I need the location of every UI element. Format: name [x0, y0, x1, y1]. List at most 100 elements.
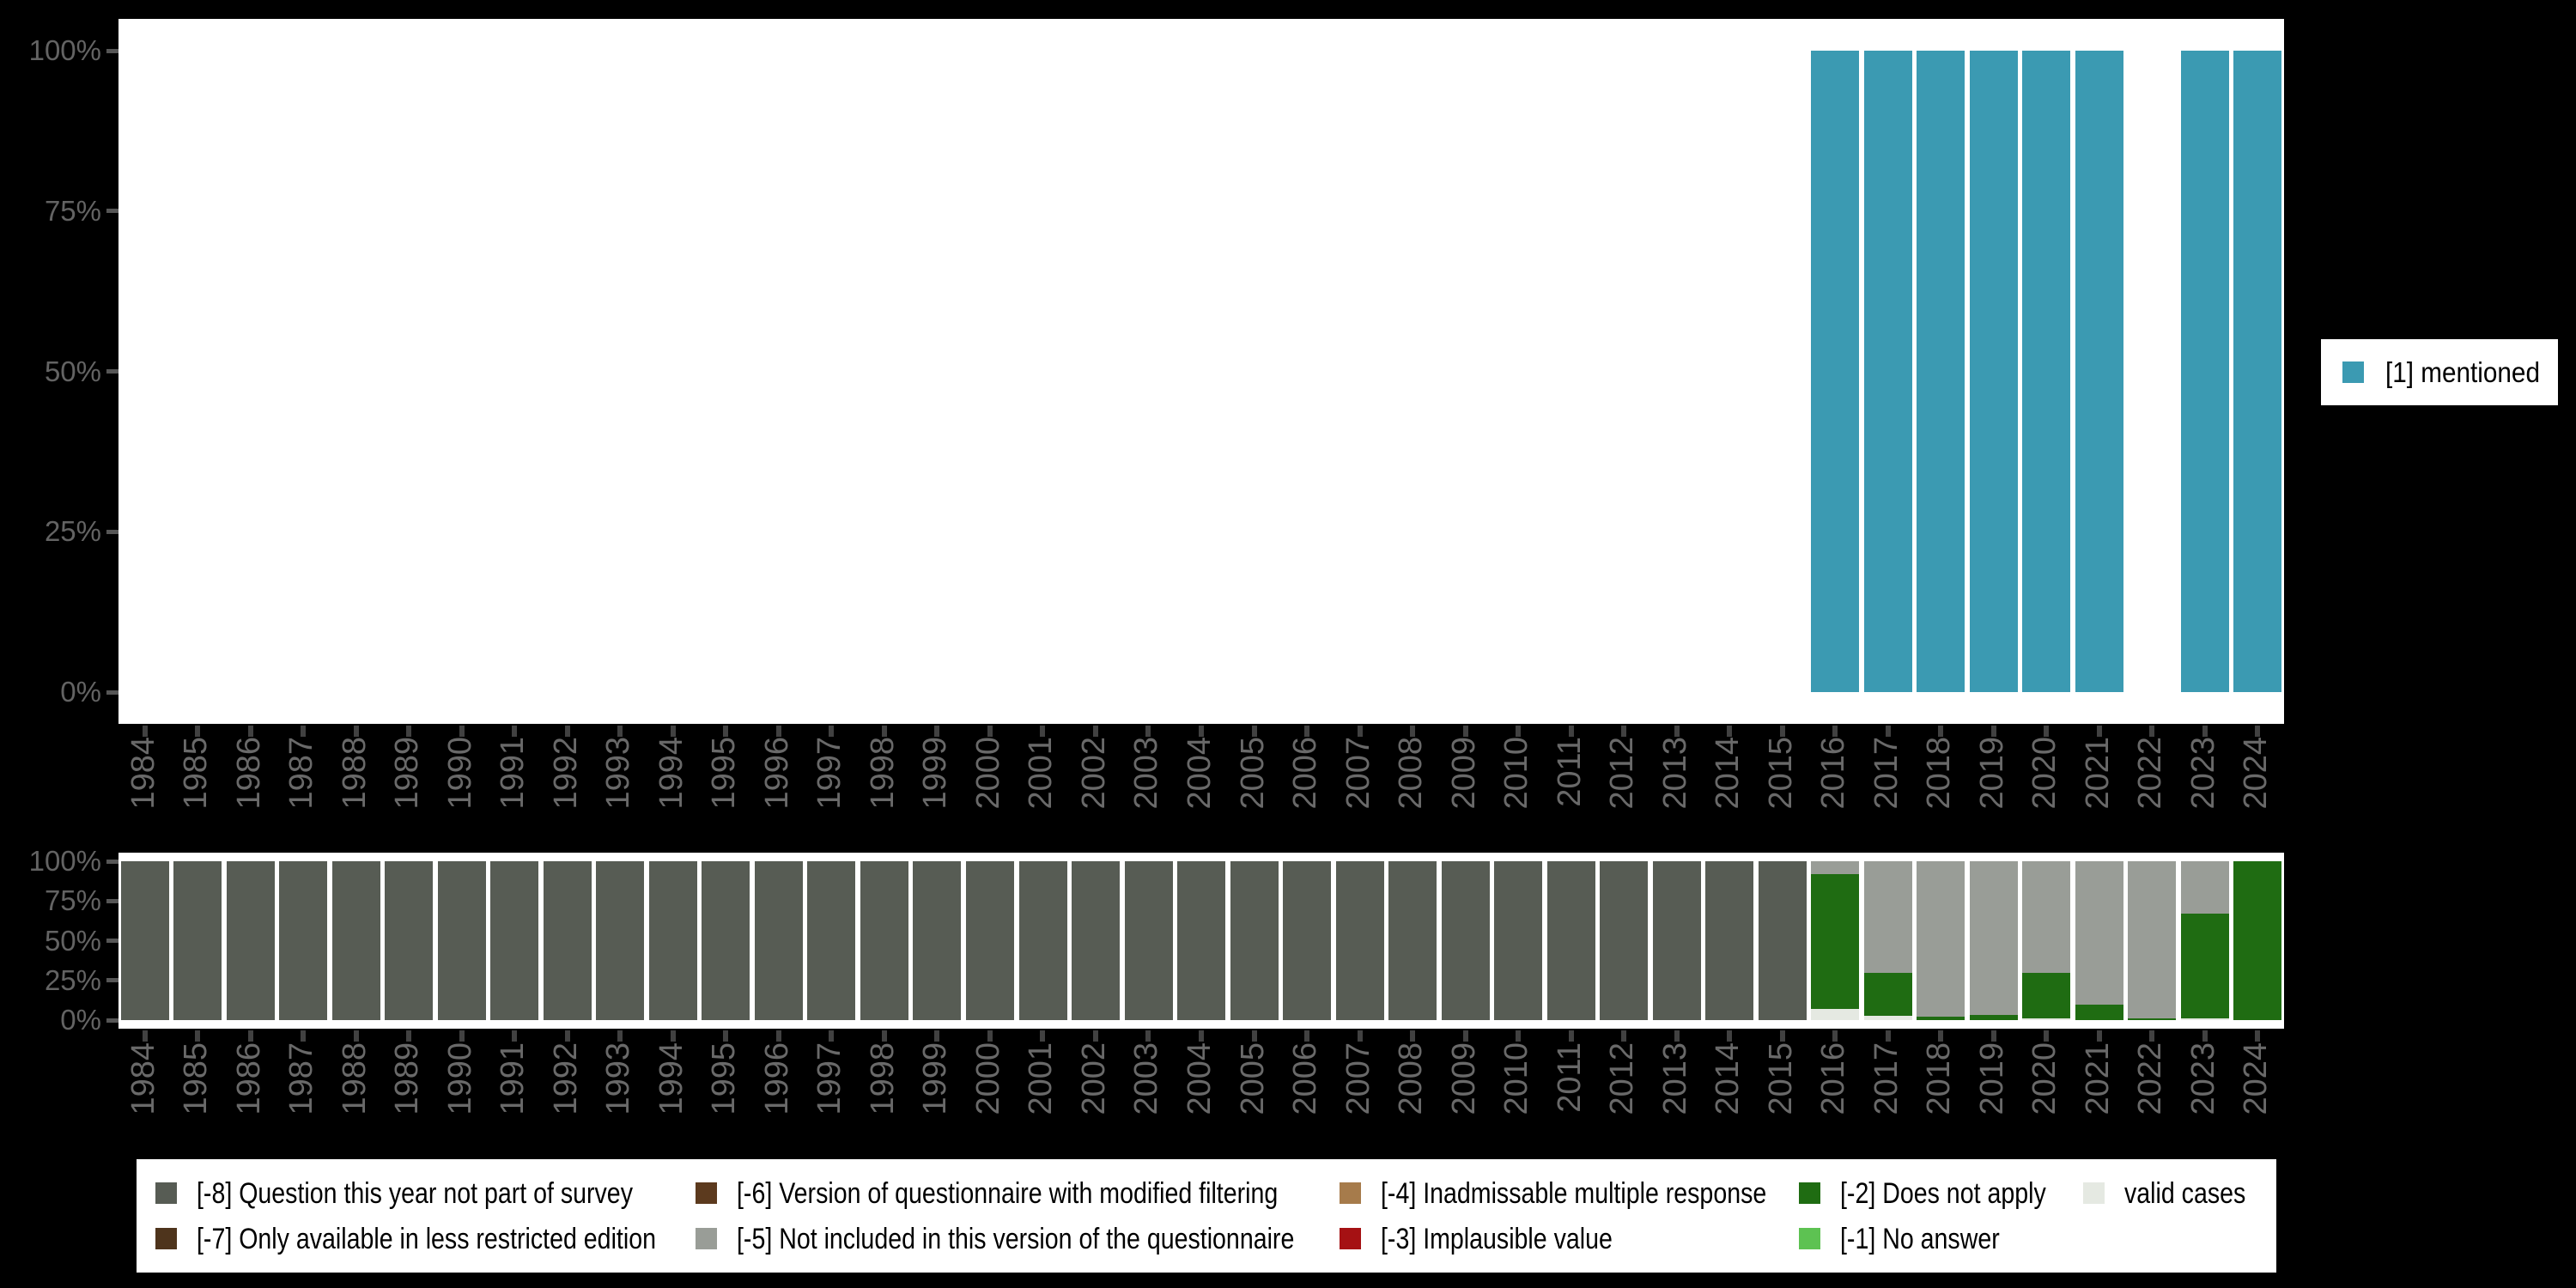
x-axis-tick-mark: [195, 726, 201, 737]
x-axis-year-label: 2005: [1234, 737, 1271, 810]
y-axis-tick-mark: [106, 369, 118, 374]
bar-segment: [1969, 1015, 2018, 1020]
bar-segment: [913, 861, 962, 1020]
legend-swatch: [1799, 1228, 1820, 1249]
bar-segment: [1863, 972, 1912, 1016]
y-axis-tick-mark: [106, 209, 118, 214]
x-axis-tick-mark: [2149, 726, 2155, 737]
x-axis-year-label: 1999: [917, 1042, 954, 1115]
x-axis-year-label: 2012: [1604, 1042, 1641, 1115]
x-axis-year-label: 2006: [1287, 1042, 1324, 1115]
bar-segment: [648, 861, 697, 1020]
x-axis-year-label: 2023: [2184, 1042, 2221, 1115]
x-axis-year-label: 2016: [1815, 737, 1852, 810]
x-axis-tick-mark: [1727, 1030, 1733, 1042]
legend-swatch: [696, 1182, 717, 1204]
x-axis-tick-mark: [459, 1030, 465, 1042]
x-axis-year-label: 2001: [1023, 1042, 1060, 1115]
x-axis-tick-mark: [353, 1030, 359, 1042]
bar-segment: [1863, 1015, 1912, 1020]
x-axis-tick-mark: [564, 726, 570, 737]
x-axis-tick-mark: [987, 726, 993, 737]
x-axis-tick-mark: [1568, 726, 1574, 737]
bar-segment: [385, 861, 434, 1020]
x-axis-year-label: 2008: [1393, 1042, 1430, 1115]
x-axis-year-label: 1986: [230, 1042, 267, 1115]
y-axis-tick-label: 25%: [44, 515, 101, 548]
bar-segment: [1969, 51, 2018, 692]
legend-swatch: [155, 1228, 177, 1249]
x-axis-tick-mark: [1832, 1030, 1838, 1042]
x-axis-tick-mark: [1462, 726, 1468, 737]
x-axis-tick-mark: [987, 1030, 993, 1042]
x-axis-year-label: 2000: [969, 737, 1006, 810]
legend-swatch: [2083, 1182, 2105, 1204]
x-axis-tick-mark: [1779, 1030, 1785, 1042]
x-axis-tick-mark: [1621, 1030, 1627, 1042]
x-axis-tick-mark: [829, 726, 835, 737]
x-axis-tick-mark: [1357, 1030, 1363, 1042]
bar-segment: [1652, 861, 1701, 1020]
bar-segment: [2128, 861, 2177, 1019]
x-axis-tick-mark: [1251, 726, 1257, 737]
x-axis-year-label: 2024: [2238, 1042, 2275, 1115]
x-axis-tick-mark: [1145, 1030, 1151, 1042]
x-axis-year-label: 1987: [283, 1042, 320, 1115]
x-axis-year-label: 2024: [2238, 737, 2275, 810]
x-axis-year-label: 2017: [1868, 1042, 1905, 1115]
mentioned-legend-label: [1] mentioned: [2385, 355, 2540, 388]
legend-item-label: [-8] Question this year not part of surv…: [197, 1177, 633, 1210]
x-axis-tick-mark: [2149, 1030, 2155, 1042]
x-axis-tick-mark: [1516, 726, 1522, 737]
bar-segment: [226, 861, 275, 1020]
x-axis-tick-mark: [829, 1030, 835, 1042]
x-axis-year-label: 1998: [864, 1042, 901, 1115]
legend-swatch: [1340, 1182, 1361, 1204]
bar-segment: [331, 861, 380, 1020]
x-axis-year-label: 1991: [495, 1042, 532, 1115]
x-axis-year-label: 1996: [758, 1042, 795, 1115]
bar-segment: [1441, 861, 1490, 1020]
x-axis-year-label: 2014: [1710, 737, 1747, 810]
x-axis-year-label: 1996: [758, 737, 795, 810]
missing-values-legend: [-8] Question this year not part of surv…: [137, 1159, 2276, 1273]
x-axis-tick-mark: [1938, 726, 1944, 737]
x-axis-year-label: 2018: [1921, 737, 1958, 810]
x-axis-year-label: 1997: [811, 737, 848, 810]
x-axis-year-label: 1993: [600, 737, 637, 810]
x-axis-tick-mark: [1885, 726, 1891, 737]
x-axis-tick-mark: [512, 1030, 518, 1042]
x-axis-tick-mark: [1832, 726, 1838, 737]
x-axis-year-label: 1991: [495, 737, 532, 810]
legend-item-label: [-4] Inadmissable multiple response: [1381, 1177, 1767, 1210]
bar-segment: [1600, 861, 1649, 1020]
x-axis-tick-mark: [1199, 726, 1204, 737]
valid-values-plot-panel: [118, 19, 2284, 724]
x-axis-year-label: 2001: [1023, 737, 1060, 810]
x-axis-year-label: 2009: [1445, 1042, 1482, 1115]
x-axis-year-label: 1995: [706, 1042, 743, 1115]
x-axis-year-label: 1998: [864, 737, 901, 810]
x-axis-tick-mark: [2044, 1030, 2050, 1042]
y-axis-tick-label: 25%: [44, 963, 101, 996]
x-axis-tick-mark: [1516, 1030, 1522, 1042]
y-axis-tick-mark: [106, 1018, 118, 1023]
bar-segment: [1546, 861, 1595, 1020]
x-axis-tick-mark: [2096, 1030, 2102, 1042]
x-axis-tick-mark: [1462, 1030, 1468, 1042]
bar-segment: [2075, 861, 2123, 1005]
x-axis-tick-mark: [1410, 1030, 1416, 1042]
bar-segment: [1335, 861, 1384, 1020]
x-axis-year-label: 2022: [2132, 1042, 2169, 1115]
x-axis-year-label: 1999: [917, 737, 954, 810]
legend-swatch: [696, 1228, 717, 1249]
x-axis-tick-mark: [1040, 726, 1046, 737]
x-axis-year-label: 2015: [1762, 737, 1799, 810]
x-axis-year-label: 2010: [1498, 1042, 1535, 1115]
bar-segment: [1018, 861, 1067, 1020]
x-axis-tick-mark: [564, 1030, 570, 1042]
x-axis-year-label: 2013: [1656, 737, 1693, 810]
x-axis-tick-mark: [2202, 1030, 2208, 1042]
bar-segment: [1494, 861, 1543, 1020]
